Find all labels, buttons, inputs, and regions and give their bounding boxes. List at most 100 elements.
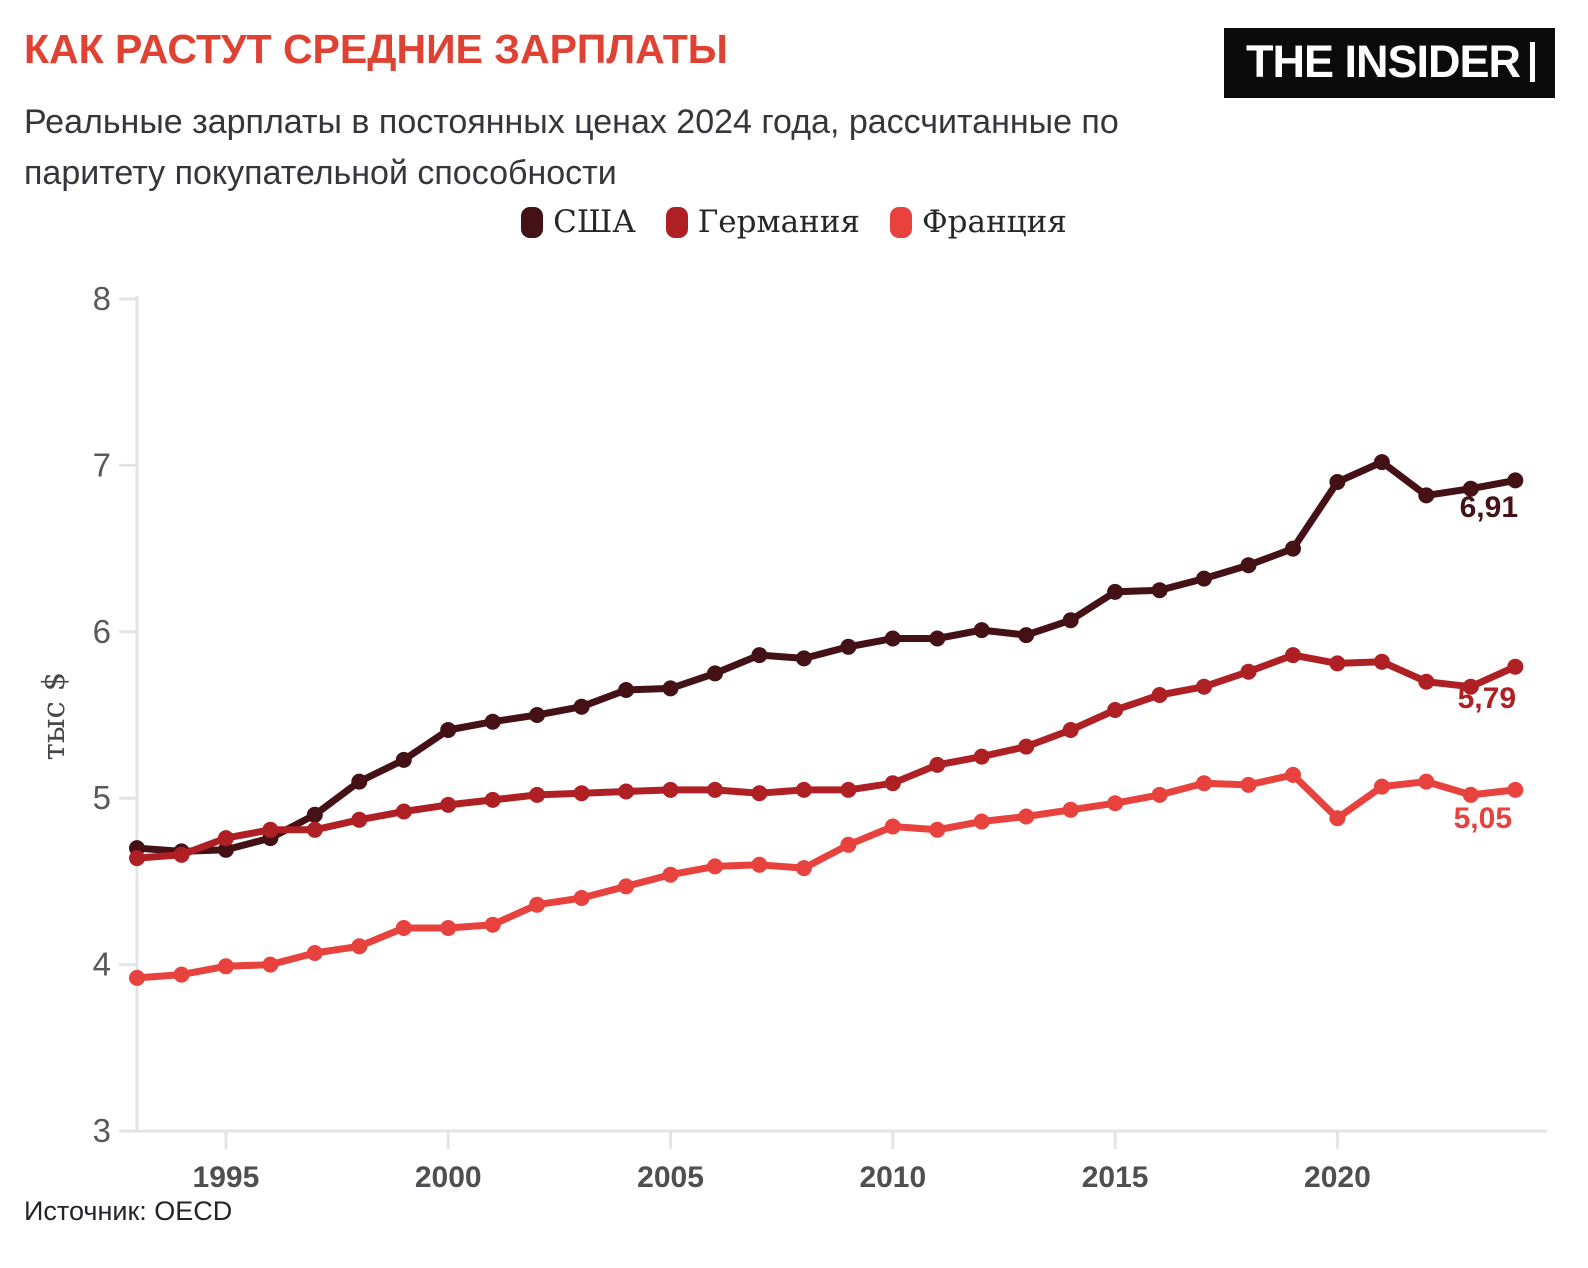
data-point (1151, 582, 1168, 599)
data-point (529, 707, 546, 723)
data-point (884, 775, 901, 792)
data-point (1373, 653, 1390, 670)
legend-item-2: Франция (889, 204, 1067, 240)
end-value-label: 5,79 (1458, 682, 1516, 715)
axes-group: 3 4 5 6 7 8 1995 2000 2005 2010 2015 2020 (93, 280, 1547, 1194)
data-point (573, 698, 590, 715)
data-point (262, 956, 279, 973)
data-point (217, 958, 234, 975)
data-point (484, 713, 501, 730)
data-point (1107, 702, 1124, 718)
legend-item-1: Германия (665, 204, 860, 240)
data-point (795, 781, 812, 798)
x-tick-label: 2020 (1304, 1161, 1371, 1194)
series-1: 5,79 (129, 647, 1524, 867)
data-point (1373, 778, 1390, 795)
data-point (217, 841, 234, 858)
y-tick-label: 5 (93, 779, 111, 816)
data-point (973, 622, 990, 639)
data-point (707, 665, 723, 682)
data-point (1462, 480, 1479, 497)
data-point (173, 846, 190, 863)
data-point (1329, 810, 1346, 827)
data-point (929, 630, 946, 647)
data-point (751, 856, 768, 873)
data-point (1285, 540, 1301, 557)
data-point (351, 773, 368, 790)
data-point (1507, 472, 1524, 489)
data-point (618, 682, 635, 698)
data-point (751, 647, 768, 664)
data-point (1285, 766, 1301, 783)
data-point (1462, 678, 1479, 695)
series-2: 5,05 (129, 766, 1524, 986)
data-point (1196, 570, 1212, 587)
data-point (618, 878, 635, 895)
data-point (1418, 487, 1435, 504)
data-point (1196, 678, 1212, 695)
data-point (1196, 775, 1212, 792)
x-tick-label: 2010 (859, 1161, 926, 1194)
x-tick-label: 2015 (1082, 1161, 1149, 1194)
data-point (795, 860, 812, 877)
data-point (662, 866, 679, 883)
x-tick-label: 1995 (193, 1161, 260, 1194)
data-point (1462, 786, 1479, 803)
data-point (1240, 557, 1257, 574)
legend: США Германия Франция (0, 204, 1588, 240)
data-point (529, 786, 546, 803)
data-point (840, 781, 857, 798)
data-point (662, 680, 679, 697)
data-point (1240, 663, 1257, 680)
data-point (484, 916, 501, 933)
data-point (1107, 583, 1124, 600)
data-point (484, 791, 501, 808)
data-point (395, 803, 412, 820)
legend-label: Германия (697, 204, 860, 240)
data-point (217, 830, 234, 847)
series-line-2 (133, 771, 1519, 982)
legend-swatch-icon (521, 206, 544, 238)
data-point (529, 896, 546, 913)
data-point (707, 858, 723, 875)
logo-text: THE INSIDER (1245, 36, 1521, 87)
data-point (306, 821, 323, 838)
x-tick-label: 2005 (637, 1161, 704, 1194)
legend-item-0: США (521, 204, 636, 240)
legend-label: Франция (921, 204, 1067, 240)
data-point (1373, 454, 1390, 471)
data-point (1107, 795, 1124, 812)
data-point (795, 650, 812, 667)
series-group: 6,91 5,79 5,05 (129, 454, 1524, 986)
data-point (1018, 627, 1035, 644)
data-point (662, 781, 679, 798)
data-point (351, 938, 368, 955)
x-tick-label: 2000 (415, 1161, 482, 1194)
chart-subtitle: Реальные зарплаты в постоянных ценах 202… (24, 103, 1119, 192)
data-point (751, 785, 768, 802)
data-point (129, 850, 145, 867)
data-point (1418, 673, 1435, 690)
data-point (1062, 722, 1079, 738)
the-insider-logo: THE INSIDER (1223, 28, 1555, 98)
data-point (440, 796, 457, 813)
data-point (395, 751, 412, 768)
data-point (440, 920, 457, 936)
data-point (1507, 781, 1524, 798)
data-point (306, 945, 323, 961)
data-point (173, 966, 190, 983)
data-point (884, 630, 901, 647)
data-point (884, 818, 901, 835)
data-point (395, 920, 412, 936)
y-tick-label: 3 (93, 1112, 111, 1149)
data-point (840, 638, 857, 655)
data-point (573, 785, 590, 802)
data-point (129, 969, 145, 986)
legend-label: США (553, 204, 636, 240)
source-note: Источник: OECD (24, 1196, 233, 1226)
legend-swatch-icon (889, 206, 912, 238)
data-point (1418, 773, 1435, 790)
page-title: КАК РАСТУТ СРЕДНИЕ ЗАРПЛАТЫ (24, 26, 728, 72)
y-tick-label: 7 (93, 446, 111, 483)
